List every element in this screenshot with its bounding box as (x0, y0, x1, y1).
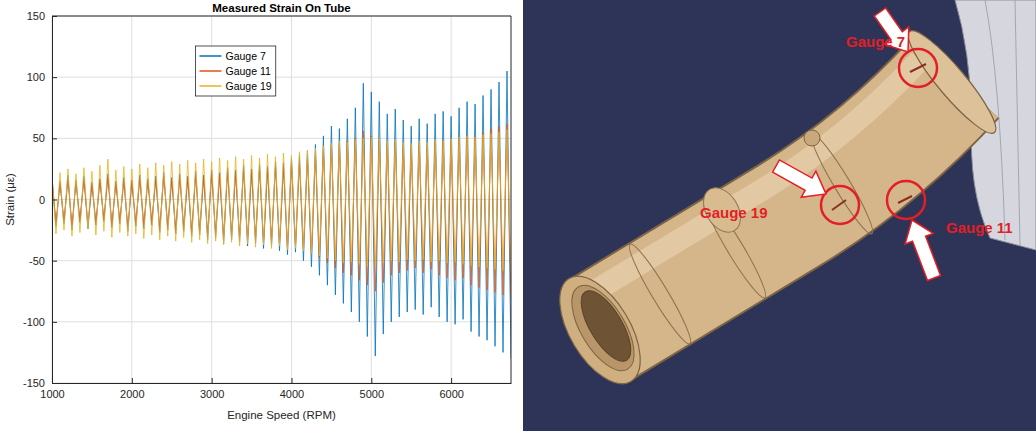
tick: 100 (27, 71, 57, 83)
tick-label: 2000 (120, 388, 144, 400)
figure: 1000 2000 3000 4000 5000 6000 -150 -100 -50 0 50 10… (0, 0, 1036, 431)
diagram (523, 0, 1036, 431)
chart-title: Measured Strain On Tube (212, 2, 350, 14)
x-axis-line (53, 383, 512, 384)
diagram-background (523, 0, 1036, 431)
tube-flange (899, 22, 1005, 141)
tick: 2000 (120, 378, 144, 400)
tick: 6000 (439, 378, 463, 400)
legend-box (195, 46, 275, 96)
tick: 0 (39, 194, 57, 206)
tick-label: -50 (29, 255, 45, 267)
legend-items: Gauge 7 Gauge 11 Gauge 19 (199, 50, 271, 92)
legend-item: Gauge 7 (199, 50, 265, 62)
x-axis-title: Engine Speed (RPM) (227, 409, 336, 421)
grid-line-y (52, 260, 511, 261)
tube-body (600, 78, 955, 330)
tick: 4000 (280, 378, 304, 400)
tick-mark (52, 200, 57, 201)
gauge-label: Gauge 19 (700, 204, 768, 221)
gauge-mark (910, 64, 926, 72)
tick-label: 1000 (40, 388, 64, 400)
grid-line-y (52, 321, 511, 322)
legend: Gauge 7 Gauge 11 Gauge 19 (195, 46, 275, 96)
grid (52, 16, 511, 383)
tick: -100 (23, 316, 57, 328)
legend-item: Gauge 19 (199, 80, 271, 92)
tube-band (698, 194, 771, 302)
gauge-circle (887, 181, 925, 219)
tick-label: -100 (23, 316, 45, 328)
grid-line-y (52, 383, 511, 384)
x-axis: 1000 2000 3000 4000 5000 6000 (40, 378, 511, 400)
series-line (52, 124, 511, 298)
chart-background (0, 0, 523, 431)
tick-mark (52, 16, 57, 17)
tick: 50 (33, 132, 57, 144)
legend-swatch (199, 85, 221, 87)
series-line (52, 71, 511, 358)
grid-line-y (52, 77, 511, 78)
gauge-mark (832, 200, 846, 210)
tick-mark (52, 138, 57, 139)
tick-mark (52, 77, 57, 78)
tick: 150 (27, 10, 57, 22)
tick-label: 5000 (360, 388, 384, 400)
legend-label: Gauge 11 (225, 65, 271, 77)
tick-label: 3000 (200, 388, 224, 400)
legend-label: Gauge 19 (225, 80, 271, 92)
gauge-circle (899, 49, 937, 87)
gauge-arrow (773, 160, 826, 197)
tick-label: 0 (39, 194, 45, 206)
tick-mark (371, 378, 372, 383)
frame-right (511, 16, 512, 383)
tick-mark (52, 322, 57, 323)
gauge-mark (898, 196, 912, 203)
tube-end (543, 263, 656, 397)
frame-top (52, 16, 511, 17)
tick-label: 4000 (280, 388, 304, 400)
tick-mark (132, 378, 133, 383)
tick: -50 (29, 255, 57, 267)
gauge-label: Gauge 11 (946, 219, 1013, 236)
plot-frame (52, 16, 511, 383)
legend-item: Gauge 11 (199, 65, 271, 77)
tick-label: 6000 (439, 388, 463, 400)
tick: 5000 (360, 378, 384, 400)
y-axis: -150 -100 -50 0 50 100 150 (23, 10, 57, 389)
tube-end-ring (559, 276, 646, 381)
tick-mark (451, 378, 452, 383)
tick-label: 100 (27, 71, 45, 83)
tick-mark (52, 383, 57, 384)
plot-lines (52, 71, 511, 358)
gauge-circle (821, 186, 859, 224)
legend-label: Gauge 7 (225, 50, 265, 62)
tube-hole (804, 130, 820, 146)
gauge-arrow (905, 220, 940, 281)
legend-swatch (199, 70, 221, 72)
grid-line-y (52, 16, 511, 17)
tick-label: 150 (27, 10, 45, 22)
grid-line-y (52, 138, 511, 139)
tick-label: 50 (33, 132, 45, 144)
tick-mark (52, 261, 57, 262)
y-axis-title: Strain (με) (4, 173, 16, 226)
tick-label: -150 (23, 377, 45, 389)
legend-swatch (199, 55, 221, 57)
tick: 3000 (200, 378, 224, 400)
tick: -150 (23, 377, 57, 389)
tube-highlight (580, 60, 920, 300)
tick-mark (212, 378, 213, 383)
tube-outline (600, 78, 955, 330)
series-line (52, 130, 511, 273)
tick-mark (291, 378, 292, 383)
gauge-label: Gauge 7 (846, 33, 905, 50)
diagram-annotations: Gauge 7 Gauge 19 Gauge 11 (700, 8, 1013, 281)
tube-end-bore (572, 283, 641, 368)
